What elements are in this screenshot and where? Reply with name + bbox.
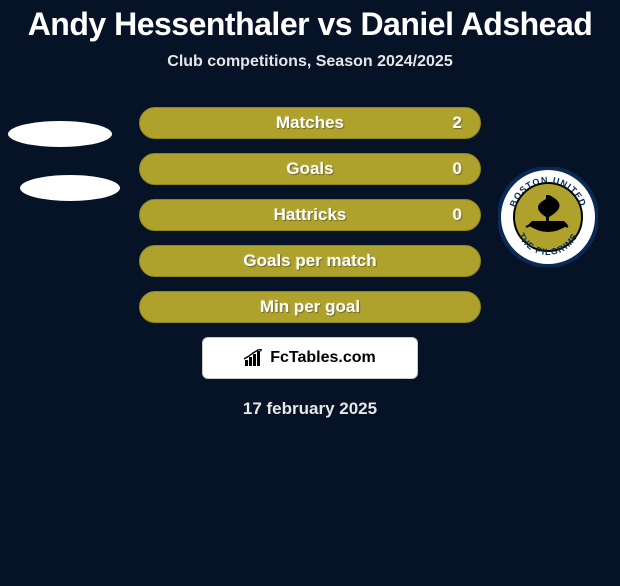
left-shape-2 xyxy=(20,175,120,201)
brand-box[interactable]: FcTables.com xyxy=(202,337,418,379)
stat-label: Matches xyxy=(276,113,344,133)
stat-value: 0 xyxy=(453,205,462,225)
stat-label: Goals xyxy=(286,159,333,179)
stat-bar-fill: Matches 2 xyxy=(139,107,481,139)
date-text: 17 february 2025 xyxy=(0,399,620,419)
stat-label: Min per goal xyxy=(260,297,360,317)
stat-bar-fill: Hattricks 0 xyxy=(139,199,481,231)
stat-label: Hattricks xyxy=(274,205,347,225)
stat-value: 2 xyxy=(453,113,462,133)
stat-bar-fill: Goals 0 xyxy=(139,153,481,185)
brand-text: FcTables.com xyxy=(270,349,376,367)
bar-chart-icon xyxy=(244,349,266,367)
stats-area: BOSTON UNITED THE PILGRIMS Matches 2 Goals… xyxy=(0,107,620,323)
page-subtitle: Club competitions, Season 2024/2025 xyxy=(0,53,620,71)
page-title: Andy Hessenthaler vs Daniel Adshead xyxy=(0,6,620,43)
boston-united-badge-icon: BOSTON UNITED THE PILGRIMS xyxy=(498,167,598,267)
stat-bar-fill: Goals per match xyxy=(139,245,481,277)
club-badge-right: BOSTON UNITED THE PILGRIMS xyxy=(498,167,598,267)
stat-bar: Min per goal xyxy=(0,291,620,323)
left-shape-1 xyxy=(8,121,112,147)
stat-bar-fill: Min per goal xyxy=(139,291,481,323)
stat-label: Goals per match xyxy=(243,251,376,271)
stat-value: 0 xyxy=(453,159,462,179)
